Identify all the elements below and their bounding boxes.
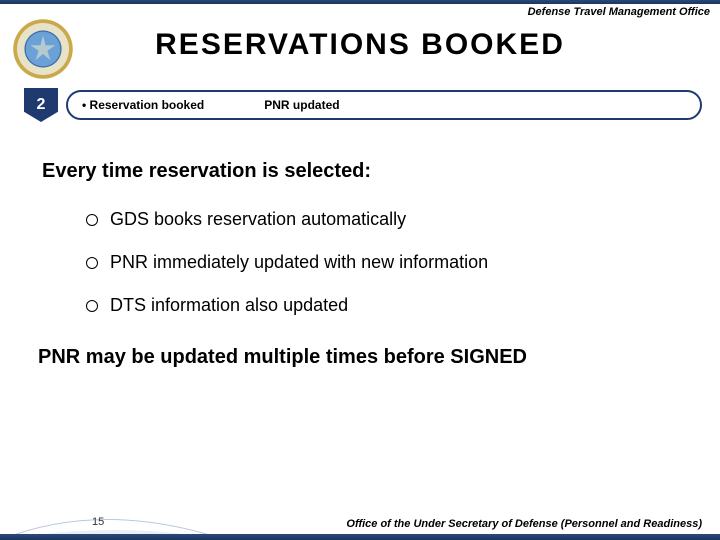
closing-text: PNR may be updated multiple times before… xyxy=(38,346,680,369)
step-badge: 2 xyxy=(24,88,58,122)
list-item: DTS information also updated xyxy=(86,295,680,316)
bullet-list: GDS books reservation automatically PNR … xyxy=(86,209,680,316)
header-org-label: Defense Travel Management Office xyxy=(528,6,710,18)
footer-org-label: Office of the Under Secretary of Defense… xyxy=(346,518,702,530)
step-pnr-label: PNR updated xyxy=(264,98,339,112)
list-item: GDS books reservation automatically xyxy=(86,209,680,230)
list-item: PNR immediately updated with new informa… xyxy=(86,252,680,273)
step-pill: • Reservation booked PNR updated xyxy=(66,90,702,120)
footer-bar xyxy=(0,534,720,540)
step-booked-label: • Reservation booked xyxy=(82,98,204,112)
page-title: RESERVATIONS BOOKED xyxy=(0,28,720,62)
lead-text: Every time reservation is selected: xyxy=(42,160,680,183)
content-block: Every time reservation is selected: GDS … xyxy=(42,160,680,369)
footer-curve-decoration xyxy=(0,480,220,540)
step-row: 2 • Reservation booked PNR updated xyxy=(24,88,702,122)
page-number: 15 xyxy=(92,516,104,528)
header-bar xyxy=(0,0,720,4)
